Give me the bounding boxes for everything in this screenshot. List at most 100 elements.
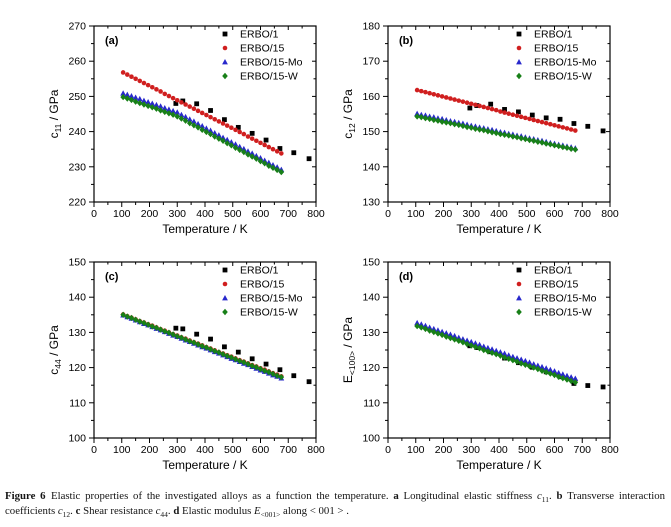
y-tick-label: 170 bbox=[362, 56, 380, 68]
x-tick-label: 400 bbox=[196, 208, 214, 220]
charts-grid: 0 100 200 300 400 500 600 700 800 220 230 240 250 260… bbox=[47, 21, 619, 473]
legend-item: ERBO/1 bbox=[516, 29, 573, 41]
caption-segment: 12 bbox=[62, 510, 71, 520]
legend-item: ERBO/15-Mo bbox=[516, 57, 597, 69]
x-tick-label: 0 bbox=[385, 208, 391, 220]
legend-label: ERBO/15-W bbox=[240, 71, 298, 83]
caption-segment: c bbox=[536, 490, 542, 502]
x-tick-label: 100 bbox=[407, 208, 425, 220]
x-tick-label: 500 bbox=[518, 444, 536, 456]
x-tick-label: 200 bbox=[435, 444, 453, 456]
y-tick-label: 130 bbox=[362, 327, 380, 339]
legend-item: ERBO/15-W bbox=[516, 71, 592, 83]
legend-label: ERBO/15 bbox=[240, 43, 285, 55]
y-tick-label: 130 bbox=[68, 327, 86, 339]
panel-a-y-label: c11 / GPa bbox=[47, 89, 63, 138]
x-tick-label: 400 bbox=[490, 208, 508, 220]
series-ERBO-15-W bbox=[120, 311, 285, 381]
y-tick-label: 100 bbox=[362, 433, 380, 445]
legend-label: ERBO/1 bbox=[240, 265, 279, 277]
caption-segment: c bbox=[155, 505, 161, 518]
caption-segment: along < 001 > . bbox=[280, 505, 349, 518]
panel-a-x-axis: 0 100 200 300 400 500 600 700 800 bbox=[91, 26, 325, 220]
x-tick-label: 400 bbox=[490, 444, 508, 456]
panel-d-x-label: Temperature / K bbox=[456, 458, 541, 472]
series-ERBO-15-W bbox=[414, 322, 579, 386]
x-tick-label: 800 bbox=[601, 208, 619, 220]
panel-c-y-label: c44 / GPa bbox=[47, 325, 63, 375]
legend-label: ERBO/15-Mo bbox=[240, 57, 303, 69]
y-tick-label: 270 bbox=[68, 21, 86, 33]
x-tick-label: 200 bbox=[141, 208, 159, 220]
x-tick-label: 400 bbox=[196, 444, 214, 456]
y-tick-label: 150 bbox=[68, 257, 86, 269]
x-tick-label: 500 bbox=[224, 208, 242, 220]
series-ERBO-15 bbox=[120, 70, 284, 156]
legend-item: ERBO/15 bbox=[516, 43, 579, 55]
legend-label: ERBO/15-Mo bbox=[534, 293, 597, 305]
x-tick-label: 600 bbox=[546, 444, 564, 456]
caption-segment: c bbox=[75, 505, 81, 518]
x-tick-label: 300 bbox=[168, 208, 186, 220]
y-tick-label: 130 bbox=[362, 197, 380, 209]
y-tick-label: 100 bbox=[68, 433, 86, 445]
x-tick-label: 0 bbox=[385, 444, 391, 456]
caption-segment: Figure 6 bbox=[5, 490, 51, 502]
caption-segment: . bbox=[549, 490, 557, 502]
panel-c-y-axis: 100 110 120 130 140 150 bbox=[68, 257, 316, 445]
y-tick-label: 260 bbox=[68, 56, 86, 68]
caption-segment: a bbox=[393, 490, 399, 502]
caption-segment: <001> bbox=[260, 510, 281, 520]
series-ERBO-15-W bbox=[414, 113, 579, 153]
panel-d-y-axis: 100 110 120 130 140 150 bbox=[362, 257, 610, 445]
panel-b-letter: (b) bbox=[399, 35, 413, 47]
legend-item: ERBO/15-W bbox=[516, 307, 592, 319]
series-ERBO-15 bbox=[414, 87, 578, 133]
legend-label: ERBO/1 bbox=[534, 265, 573, 277]
x-tick-label: 700 bbox=[573, 444, 591, 456]
panel-b-x-label: Temperature / K bbox=[456, 222, 541, 236]
figure-caption: Figure 6 Elastic properties of the inves… bbox=[5, 489, 665, 520]
x-tick-label: 100 bbox=[407, 444, 425, 456]
panel-a-x-label: Temperature / K bbox=[162, 222, 247, 236]
x-tick-label: 100 bbox=[113, 444, 131, 456]
panel-c-x-axis: 0 100 200 300 400 500 600 700 800 bbox=[91, 262, 325, 456]
panel-b: 0 100 200 300 400 500 600 700 800 130 140 150 160 170… bbox=[341, 21, 619, 237]
panel-a-letter: (a) bbox=[105, 35, 119, 47]
x-tick-label: 800 bbox=[307, 444, 325, 456]
legend-item: ERBO/15 bbox=[516, 279, 579, 291]
panel-d-x-axis: 0 100 200 300 400 500 600 700 800 bbox=[385, 262, 619, 456]
legend-item: ERBO/1 bbox=[222, 29, 279, 41]
legend-label: ERBO/15 bbox=[240, 279, 285, 291]
x-tick-label: 300 bbox=[462, 444, 480, 456]
charts-canvas: 0 100 200 300 400 500 600 700 800 220 230 240 250 260… bbox=[47, 21, 619, 473]
caption-segment: b bbox=[556, 490, 563, 502]
svg-text:c12 / GPa: c12 / GPa bbox=[341, 89, 357, 139]
y-tick-label: 140 bbox=[68, 292, 86, 304]
x-tick-label: 600 bbox=[252, 208, 270, 220]
panel-c-legend: ERBO/1 ERBO/15 ERBO/15-Mo ERBO/15-W bbox=[222, 265, 303, 319]
caption-segment: E bbox=[254, 505, 261, 518]
panel-b-y-label: c12 / GPa bbox=[341, 89, 357, 139]
x-tick-label: 200 bbox=[435, 208, 453, 220]
y-tick-label: 120 bbox=[362, 362, 380, 374]
y-tick-label: 110 bbox=[69, 397, 86, 409]
caption-segment: d bbox=[173, 505, 180, 518]
y-tick-label: 140 bbox=[362, 161, 380, 173]
caption-segment: Longitudinal elastic stiffness bbox=[398, 490, 537, 502]
caption-segment: Transverse interaction coefficients bbox=[5, 490, 665, 518]
legend-label: ERBO/15-W bbox=[534, 71, 592, 83]
legend-item: ERBO/15-Mo bbox=[222, 293, 303, 305]
series-ERBO-1 bbox=[173, 325, 312, 385]
legend-label: ERBO/15-W bbox=[240, 307, 298, 319]
legend-label: ERBO/15-Mo bbox=[240, 293, 303, 305]
series-ERBO-15-Mo bbox=[414, 319, 579, 381]
legend-item: ERBO/15-Mo bbox=[516, 293, 597, 305]
x-tick-label: 0 bbox=[91, 444, 97, 456]
caption-segment: Elastic modulus bbox=[179, 505, 255, 518]
svg-text:E<100> / GPa: E<100> / GPa bbox=[341, 317, 357, 383]
svg-text:c44 / GPa: c44 / GPa bbox=[47, 325, 63, 375]
panel-d-y-label: E<100> / GPa bbox=[341, 317, 357, 383]
panel-b-x-axis: 0 100 200 300 400 500 600 700 800 bbox=[385, 26, 619, 220]
legend-label: ERBO/15 bbox=[534, 279, 579, 291]
